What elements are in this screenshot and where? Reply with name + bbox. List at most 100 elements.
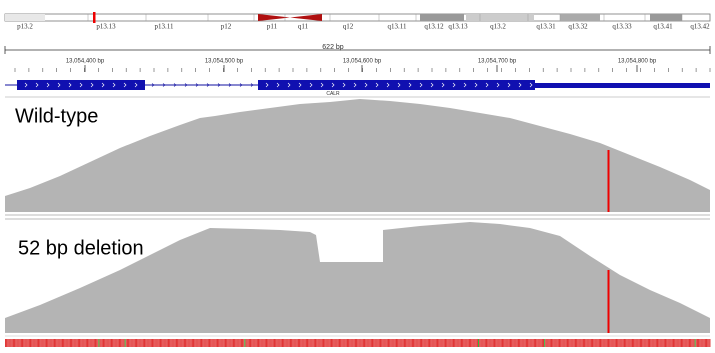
- base: [613, 339, 615, 347]
- base: [381, 339, 383, 347]
- base: [475, 339, 477, 347]
- base: [393, 339, 395, 347]
- base: [23, 339, 25, 347]
- base: [429, 339, 430, 347]
- base: [270, 339, 272, 347]
- base: [546, 339, 548, 347]
- base: [695, 339, 697, 347]
- base: [201, 339, 202, 347]
- band-label: q13.13: [448, 23, 468, 31]
- base: [28, 339, 30, 347]
- base: [82, 339, 84, 347]
- base: [608, 339, 609, 347]
- base: [153, 339, 155, 347]
- base: [463, 339, 465, 347]
- base: [240, 339, 242, 347]
- base: [580, 339, 582, 347]
- base: [704, 339, 706, 347]
- base: [650, 339, 652, 347]
- base: [195, 339, 197, 347]
- base: [373, 339, 375, 347]
- base: [49, 339, 51, 347]
- strand-chevron: [474, 82, 478, 88]
- base: [635, 339, 637, 347]
- base: [262, 339, 264, 347]
- base: [508, 339, 510, 347]
- base: [530, 339, 532, 347]
- base: [405, 339, 407, 347]
- base: [161, 339, 163, 347]
- base: [24, 339, 26, 347]
- base: [334, 339, 336, 347]
- strand-chevron: [101, 82, 105, 88]
- base: [449, 339, 451, 347]
- ruler-label: 13,054,700 bp: [478, 59, 517, 65]
- strand-chevron: [276, 82, 280, 88]
- base: [657, 339, 658, 347]
- base: [439, 339, 441, 347]
- strand-chevron: [419, 82, 423, 88]
- base: [38, 339, 39, 347]
- base: [34, 339, 36, 347]
- base: [659, 339, 661, 347]
- base: [569, 339, 571, 347]
- base: [105, 339, 107, 347]
- base: [106, 339, 108, 347]
- base: [632, 339, 633, 347]
- base: [353, 339, 355, 347]
- base: [144, 339, 145, 347]
- base: [511, 339, 513, 347]
- base: [123, 339, 125, 347]
- base: [199, 339, 201, 347]
- base: [483, 339, 485, 347]
- base: [425, 339, 427, 347]
- base: [471, 339, 473, 347]
- base: [137, 339, 139, 347]
- base: [576, 339, 578, 347]
- base: [177, 339, 179, 347]
- base: [582, 339, 584, 347]
- base: [50, 339, 52, 347]
- base: [557, 339, 559, 347]
- base: [560, 339, 562, 347]
- base: [282, 339, 283, 347]
- base: [131, 339, 133, 347]
- base: [639, 339, 641, 347]
- base: [154, 339, 156, 347]
- base: [600, 339, 601, 347]
- base: [562, 339, 564, 347]
- base: [239, 339, 241, 347]
- base: [162, 339, 164, 347]
- base: [630, 339, 632, 347]
- base: [166, 339, 168, 347]
- base: [385, 339, 387, 347]
- base: [332, 339, 334, 347]
- base: [343, 339, 345, 347]
- base: [683, 339, 685, 347]
- base: [248, 339, 250, 347]
- base: [368, 339, 370, 347]
- base: [634, 339, 636, 347]
- base: [284, 339, 286, 347]
- base: [506, 339, 508, 347]
- base: [437, 339, 438, 347]
- base: [237, 339, 239, 347]
- base: [655, 339, 657, 347]
- base: [513, 339, 515, 347]
- base: [147, 339, 149, 347]
- base: [212, 339, 214, 347]
- strand-chevron: [342, 82, 346, 88]
- base: [202, 339, 204, 347]
- base: [418, 339, 420, 347]
- base: [356, 339, 358, 347]
- base: [431, 339, 433, 347]
- band: [420, 14, 464, 21]
- base: [74, 339, 76, 347]
- base: [636, 339, 638, 347]
- strand-chevron: [206, 83, 210, 87]
- base: [702, 339, 704, 347]
- base: [26, 339, 28, 347]
- base: [329, 339, 331, 347]
- base: [633, 339, 635, 347]
- base: [326, 339, 328, 347]
